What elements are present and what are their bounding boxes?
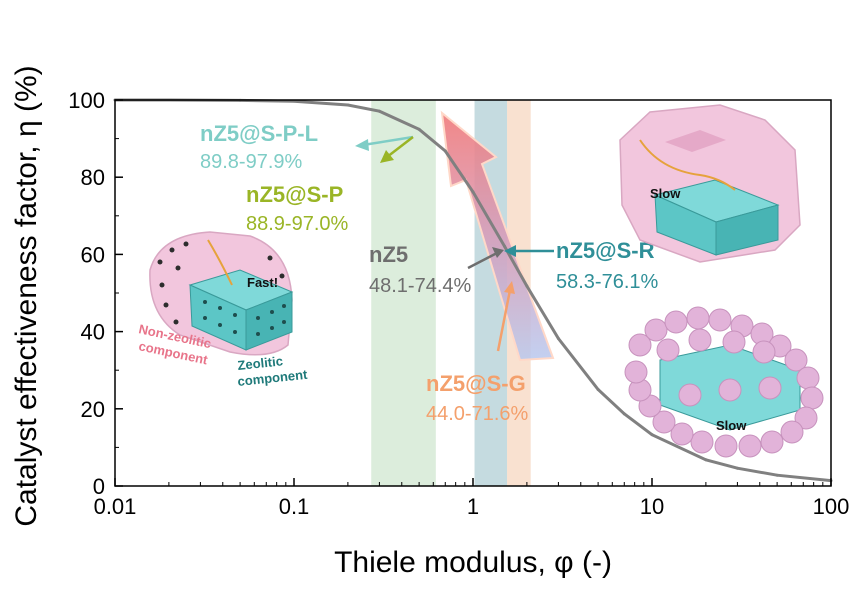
- x-tick-label: 0.1: [279, 494, 310, 519]
- x-tick-label: 1: [467, 494, 479, 519]
- label-nz5-s-r-range: 58.3-76.1%: [556, 271, 659, 293]
- y-tick-label: 100: [68, 88, 105, 113]
- nanosphere: [738, 434, 762, 458]
- label-nz5-s-r-name: nZ5@S-R: [556, 238, 655, 263]
- x-tick-label: 10: [640, 494, 664, 519]
- nanosphere: [690, 430, 714, 454]
- nanosphere: [628, 333, 652, 357]
- nanosphere: [796, 366, 820, 390]
- illustration-slow-particle-top: Slow: [619, 104, 801, 263]
- y-tick-label: 20: [81, 397, 105, 422]
- zeolitic-label-1: Zeolitic: [237, 353, 284, 373]
- nanosphere: [718, 378, 742, 402]
- annotation-arrows: [355, 135, 554, 352]
- curve-point: [735, 466, 739, 470]
- nanosphere: [758, 376, 782, 400]
- axis-ticks: 0.01 0.1 1 10 100 0 20 40 60 80 100: [68, 88, 849, 519]
- nanosphere: [686, 306, 710, 330]
- illustration-fast-particle: Fast! Non-zeolitic component Zeolitic co…: [137, 231, 309, 389]
- nanosphere: [678, 383, 702, 407]
- x-axis-title: Thiele modulus, φ (-): [334, 546, 612, 579]
- pore-dots: [157, 241, 285, 325]
- nanosphere: [794, 406, 818, 430]
- label-nz5-s-p-l-range: 89.8-97.9%: [200, 151, 303, 173]
- nanosphere-cluster: [624, 306, 824, 458]
- nanosphere: [760, 430, 784, 454]
- illustration-slow-particle-bottom: Slow: [624, 306, 824, 458]
- nanosphere: [800, 386, 824, 410]
- y-tick-label: 80: [81, 165, 105, 190]
- label-nz5-s-g-name: nZ5@S-G: [426, 371, 526, 396]
- label-nz5-range: 48.1-74.4%: [369, 275, 472, 297]
- label-nz5-name: nZ5: [369, 242, 408, 267]
- label-nz5-s-g-range: 44.0-71.6%: [426, 403, 529, 425]
- nanosphere: [644, 318, 668, 342]
- label-nz5-s-p-name: nZ5@S-P: [246, 182, 343, 207]
- label-nz5-s-p-range: 88.9-97.0%: [246, 213, 349, 235]
- nanosphere: [624, 360, 648, 384]
- nanosphere: [752, 340, 776, 364]
- fast-label: Fast!: [247, 275, 278, 290]
- curve-point: [417, 127, 421, 131]
- nanosphere: [714, 434, 738, 458]
- nanosphere: [722, 330, 746, 354]
- x-tick-label: 100: [813, 494, 850, 519]
- annotation-labels: nZ5@S-P-L 89.8-97.9% nZ5@S-P 88.9-97.0% …: [200, 121, 659, 425]
- slow-label-bottom: Slow: [716, 418, 747, 433]
- curve-point: [650, 433, 654, 437]
- band-nz5: [371, 100, 436, 486]
- curve-point: [556, 337, 560, 341]
- curve-point: [346, 103, 350, 107]
- label-nz5-s-p-l-name: nZ5@S-P-L: [200, 121, 318, 146]
- nanosphere: [656, 338, 680, 362]
- curve-point: [596, 388, 600, 391]
- nanosphere: [664, 310, 688, 334]
- y-tick-label: 60: [81, 242, 105, 267]
- nanosphere: [784, 348, 808, 372]
- curve-point: [377, 109, 381, 113]
- nanosphere: [688, 328, 712, 352]
- zeolitic-label-2: component: [237, 367, 309, 389]
- nanosphere: [708, 308, 732, 332]
- slow-label-top: Slow: [650, 186, 681, 201]
- y-tick-label: 40: [81, 320, 105, 345]
- nanosphere: [780, 420, 804, 444]
- x-tick-label: 0.01: [94, 494, 137, 519]
- curve-point: [775, 473, 779, 477]
- zeolite-pores: [203, 300, 286, 336]
- curve-point: [622, 412, 626, 416]
- curve-point: [443, 149, 447, 153]
- nanosphere: [652, 410, 676, 434]
- nanosphere: [670, 422, 694, 446]
- curve-point: [471, 190, 475, 194]
- y-tick-label: 0: [93, 474, 105, 499]
- curve-point: [503, 244, 507, 248]
- curve-point: [704, 458, 708, 462]
- curve-point: [525, 284, 529, 288]
- y-axis-title: Catalyst effectiveness factor, η (%): [10, 65, 43, 526]
